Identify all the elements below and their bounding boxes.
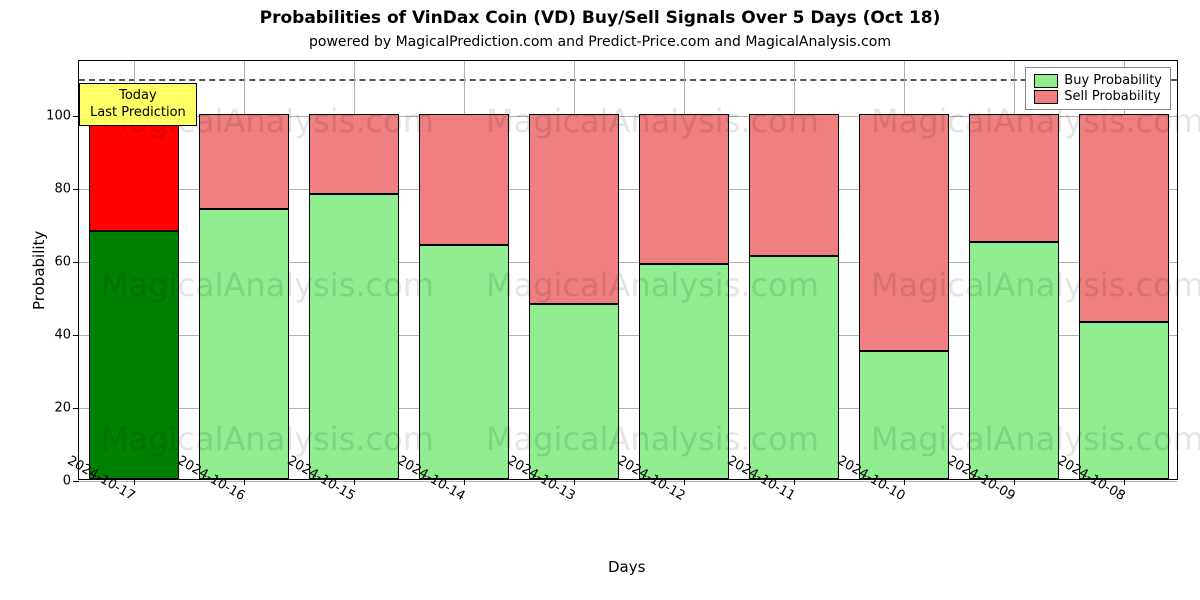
x-tick-mark (574, 479, 575, 485)
x-tick-mark (134, 479, 135, 485)
bar-buy (199, 209, 289, 479)
y-axis-label: Probability (30, 231, 48, 310)
bar-sell (749, 114, 839, 256)
bar-group (419, 59, 509, 479)
legend-label: Buy Probability (1064, 73, 1162, 88)
bar-buy (309, 194, 399, 479)
x-tick-mark (354, 479, 355, 485)
x-tick-mark (244, 479, 245, 485)
bar-buy (89, 231, 179, 479)
x-tick-mark (794, 479, 795, 485)
bar-group (749, 59, 839, 479)
bar-sell (419, 114, 509, 245)
bar-sell (89, 114, 179, 231)
bar-buy (419, 245, 509, 479)
legend-item-sell: Sell Probability (1034, 89, 1162, 104)
y-tick-mark (73, 262, 79, 263)
bar-sell (639, 114, 729, 264)
annotation-today: Today Last Prediction (79, 83, 197, 126)
bar-buy (639, 264, 729, 479)
bar-buy (529, 304, 619, 479)
x-tick-mark (1124, 479, 1125, 485)
bar-sell (199, 114, 289, 209)
x-tick-mark (464, 479, 465, 485)
x-tick-mark (684, 479, 685, 485)
legend-swatch (1034, 90, 1058, 104)
legend-item-buy: Buy Probability (1034, 73, 1162, 88)
y-tick-mark (73, 335, 79, 336)
bar-group (309, 59, 399, 479)
bar-group (969, 59, 1059, 479)
chart-subtitle: powered by MagicalPrediction.com and Pre… (0, 34, 1200, 50)
bar-sell (1079, 114, 1169, 322)
bar-buy (1079, 322, 1169, 479)
x-tick-mark (1014, 479, 1015, 485)
y-tick-mark (73, 408, 79, 409)
bar-group (199, 59, 289, 479)
bar-group (529, 59, 619, 479)
bar-buy (969, 242, 1059, 479)
legend-label: Sell Probability (1064, 89, 1160, 104)
bar-sell (529, 114, 619, 304)
x-axis-label: Days (608, 558, 645, 576)
bar-buy (749, 256, 839, 479)
chart-container: Probabilities of VinDax Coin (VD) Buy/Se… (0, 0, 1200, 600)
plot-area: 0204060801002024-10-172024-10-162024-10-… (78, 60, 1178, 480)
x-tick-mark (904, 479, 905, 485)
bar-sell (309, 114, 399, 194)
y-tick-mark (73, 481, 79, 482)
bar-group (639, 59, 729, 479)
bar-sell (969, 114, 1059, 242)
legend-swatch (1034, 74, 1058, 88)
bar-sell (859, 114, 949, 351)
chart-title: Probabilities of VinDax Coin (VD) Buy/Se… (0, 8, 1200, 28)
y-tick-mark (73, 189, 79, 190)
legend: Buy ProbabilitySell Probability (1025, 67, 1171, 110)
bar-buy (859, 351, 949, 479)
bar-group (859, 59, 949, 479)
bar-group (1079, 59, 1169, 479)
